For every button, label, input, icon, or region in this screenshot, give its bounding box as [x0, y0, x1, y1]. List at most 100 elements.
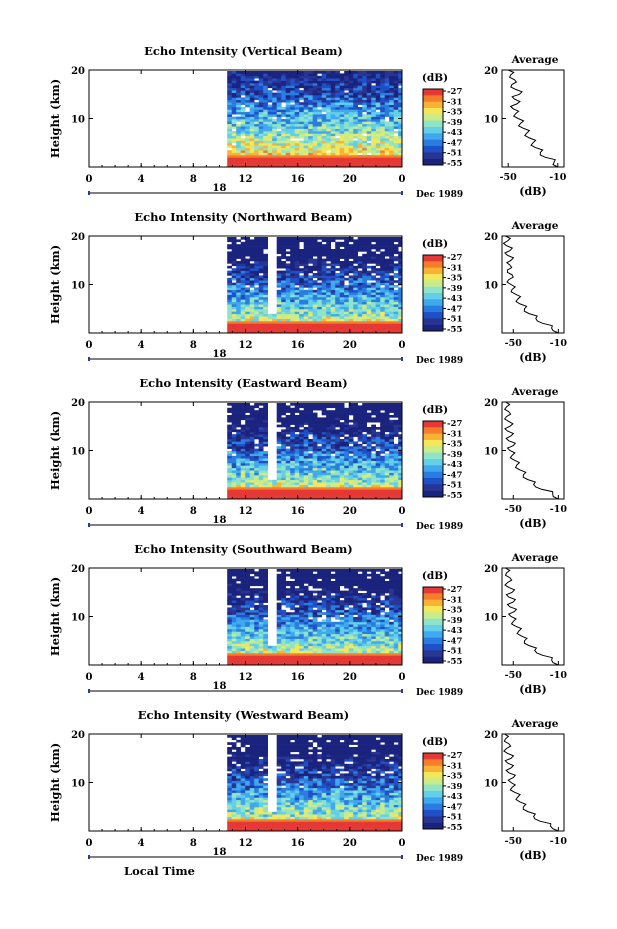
heatmap-cell — [294, 287, 300, 291]
heatmap-cell — [353, 434, 358, 437]
heatmap-cell — [290, 123, 295, 127]
heatmap-cell — [272, 114, 277, 117]
heatmap-cell — [389, 119, 394, 122]
heatmap-cell — [389, 403, 394, 406]
heatmap-cell — [254, 128, 259, 132]
heatmap-cell — [254, 251, 259, 255]
heatmap-cell — [371, 405, 376, 409]
heatmap-cell — [245, 318, 250, 322]
heatmap-cell — [366, 258, 372, 262]
heatmap-cell — [366, 109, 372, 113]
heatmap-cell — [285, 121, 291, 125]
heatmap-cell — [231, 650, 237, 654]
heatmap-cell — [384, 405, 390, 409]
heatmap-cell — [389, 133, 394, 137]
heatmap-cell — [317, 301, 322, 305]
heatmap-cell — [326, 119, 331, 122]
heatmap-cell — [312, 453, 318, 457]
heatmap-cell — [335, 121, 340, 125]
heatmap-cell — [258, 412, 264, 416]
heatmap-cell — [272, 155, 277, 158]
heatmap-cell — [299, 152, 304, 156]
heatmap-cell — [263, 253, 268, 257]
heatmap-cell — [393, 99, 399, 103]
heatmap-cell — [249, 162, 255, 165]
heatmap-cell — [303, 75, 309, 79]
heatmap-cell — [231, 419, 237, 423]
heatmap-cell — [389, 439, 394, 442]
heatmap-cell — [317, 482, 322, 485]
heatmap-cell — [276, 145, 282, 149]
heatmap-cell — [240, 328, 246, 331]
heatmap-cell — [299, 92, 304, 96]
heatmap-cell — [303, 441, 309, 445]
heatmap-cell — [227, 159, 232, 163]
heatmap-cell — [258, 304, 264, 307]
heatmap-cell — [344, 316, 349, 319]
heatmap-cell — [236, 313, 241, 317]
heatmap-cell — [389, 415, 394, 418]
heatmap-cell — [339, 309, 345, 312]
heatmap-cell — [371, 80, 376, 84]
heatmap-cell — [321, 472, 327, 476]
heatmap-cell — [294, 321, 300, 324]
heatmap-cell — [240, 143, 246, 146]
heatmap-cell — [326, 138, 331, 141]
heatmap-cell — [294, 407, 300, 411]
heatmap-cell — [380, 662, 385, 666]
heatmap-cell — [303, 451, 309, 454]
heatmap-cell — [272, 662, 277, 666]
heatmap-cell — [339, 292, 345, 295]
heatmap-cell — [285, 419, 291, 423]
heatmap-cell — [335, 277, 340, 281]
heatmap-cell — [384, 472, 390, 476]
heatmap-cell — [258, 318, 264, 322]
heatmap-cell — [227, 484, 232, 488]
heatmap-cell — [335, 429, 340, 433]
heatmap-cell — [357, 446, 363, 449]
heatmap-cell — [344, 410, 349, 413]
heatmap-cell — [339, 475, 345, 478]
heatmap-cell — [263, 282, 268, 286]
heatmap-cell — [312, 477, 318, 481]
heatmap-cell — [272, 71, 277, 74]
heatmap-cell — [290, 164, 295, 168]
heatmap-cell — [357, 123, 363, 127]
heatmap-cell — [344, 126, 349, 129]
heatmap-cell — [398, 111, 403, 115]
heatmap-cell — [263, 453, 268, 457]
heatmap-cell — [371, 467, 376, 471]
heatmap-cell — [357, 244, 363, 247]
heatmap-cell — [285, 150, 291, 153]
heatmap-cell — [276, 463, 282, 466]
colorbar-unit: (dB) — [422, 72, 448, 84]
heatmap-cell — [290, 304, 295, 307]
heatmap-cell — [272, 487, 277, 490]
heatmap-cell — [362, 116, 367, 120]
heatmap-cell — [366, 90, 372, 93]
heatmap-cell — [375, 97, 381, 101]
heatmap-cell — [249, 650, 255, 654]
heatmap-cell — [267, 653, 273, 656]
heatmap-cell — [249, 448, 255, 452]
heatmap-cell — [231, 410, 237, 413]
heatmap-cell — [398, 123, 403, 127]
heatmap-cell — [299, 75, 304, 79]
heatmap-cell — [353, 164, 358, 168]
heatmap-cell — [317, 424, 322, 428]
heatmap-cell — [308, 653, 313, 656]
heatmap-cell — [263, 285, 268, 288]
heatmap-cell — [357, 306, 363, 310]
heatmap-cell — [308, 415, 313, 418]
heatmap-cell — [335, 645, 340, 649]
heatmap-cell — [276, 258, 282, 262]
heatmap-cell — [317, 460, 322, 464]
heatmap-cell — [281, 316, 286, 319]
heatmap-cell — [335, 441, 340, 445]
heatmap-cell — [339, 313, 345, 317]
heatmap-cell — [389, 419, 394, 423]
heatmap-cell — [371, 643, 376, 647]
heatmap-cell — [330, 119, 336, 122]
heatmap-cell — [357, 662, 363, 666]
heatmap-cell — [285, 309, 291, 312]
